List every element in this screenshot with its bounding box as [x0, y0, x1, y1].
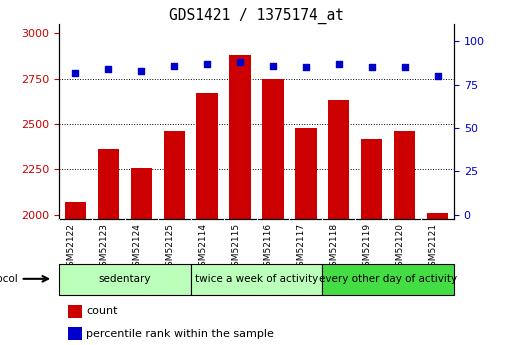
FancyBboxPatch shape — [59, 264, 191, 295]
Point — [302, 65, 310, 70]
Bar — [131, 168, 152, 219]
Text: GSM52122: GSM52122 — [67, 223, 75, 272]
Point — [71, 70, 80, 76]
Point — [236, 59, 244, 65]
Text: GSM52115: GSM52115 — [231, 223, 240, 272]
Text: GSM52118: GSM52118 — [330, 223, 339, 272]
Title: GDS1421 / 1375174_at: GDS1421 / 1375174_at — [169, 8, 344, 24]
Point — [170, 63, 179, 69]
Bar — [196, 93, 218, 219]
Point — [137, 68, 145, 74]
Bar — [394, 131, 416, 219]
Bar — [427, 213, 448, 219]
Bar — [229, 55, 251, 219]
Point — [203, 61, 211, 67]
Text: GSM52125: GSM52125 — [165, 223, 174, 272]
Text: GSM52121: GSM52121 — [428, 223, 438, 272]
Bar — [262, 79, 284, 219]
Text: GSM52123: GSM52123 — [100, 223, 108, 272]
Text: percentile rank within the sample: percentile rank within the sample — [86, 329, 274, 339]
Bar — [164, 131, 185, 219]
Bar — [65, 202, 86, 219]
Text: GSM52120: GSM52120 — [396, 223, 405, 272]
FancyBboxPatch shape — [322, 264, 454, 295]
Point — [104, 67, 112, 72]
Text: sedentary: sedentary — [98, 275, 151, 284]
Point — [433, 73, 442, 79]
Text: GSM52116: GSM52116 — [264, 223, 273, 272]
Point — [401, 65, 409, 70]
Point — [368, 65, 376, 70]
Bar — [97, 149, 119, 219]
Bar — [328, 100, 349, 219]
Point — [334, 61, 343, 67]
Text: protocol: protocol — [0, 274, 17, 284]
Text: every other day of activity: every other day of activity — [319, 275, 457, 284]
Text: GSM52124: GSM52124 — [132, 223, 141, 272]
Text: twice a week of activity: twice a week of activity — [195, 275, 318, 284]
Text: GSM52114: GSM52114 — [198, 223, 207, 272]
Point — [269, 63, 277, 69]
Bar — [361, 139, 382, 219]
Text: GSM52119: GSM52119 — [363, 223, 372, 272]
Bar — [295, 128, 317, 219]
Text: GSM52117: GSM52117 — [297, 223, 306, 272]
Bar — [68, 327, 82, 340]
Text: count: count — [86, 306, 117, 316]
Bar — [68, 305, 82, 318]
FancyBboxPatch shape — [191, 264, 322, 295]
